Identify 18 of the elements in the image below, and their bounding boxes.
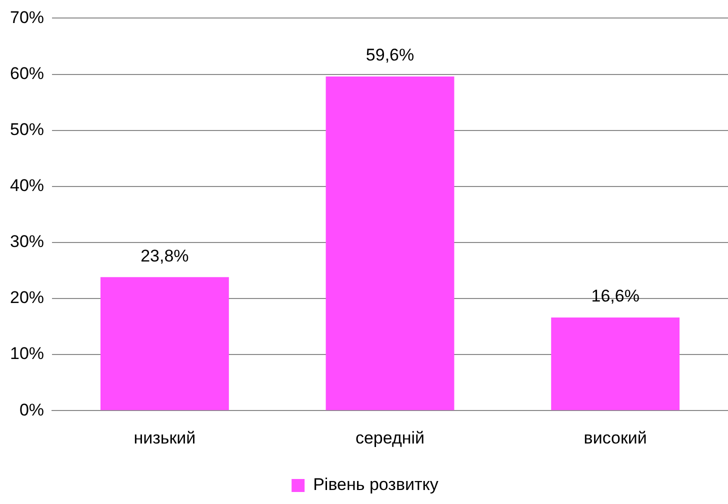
data-label: 16,6% (591, 286, 640, 306)
bar (100, 277, 229, 410)
y-tick-label: 10% (10, 344, 44, 364)
legend-label: Рівень розвитку (313, 475, 439, 494)
y-tick-label: 40% (10, 176, 44, 196)
x-tick-label: низький (134, 428, 196, 448)
x-tick-label: середній (355, 428, 425, 448)
y-tick-label: 30% (10, 232, 44, 252)
y-tick-label: 70% (10, 8, 44, 27)
data-label: 59,6% (366, 46, 414, 65)
data-label: 23,8% (140, 246, 189, 266)
y-tick-label: 50% (10, 120, 44, 139)
y-tick-label: 0% (19, 400, 44, 420)
x-tick-label: високий (584, 428, 647, 448)
y-tick-label: 20% (10, 288, 44, 308)
bar (326, 76, 454, 410)
bar (551, 318, 680, 410)
y-tick-label: 60% (10, 64, 44, 83)
